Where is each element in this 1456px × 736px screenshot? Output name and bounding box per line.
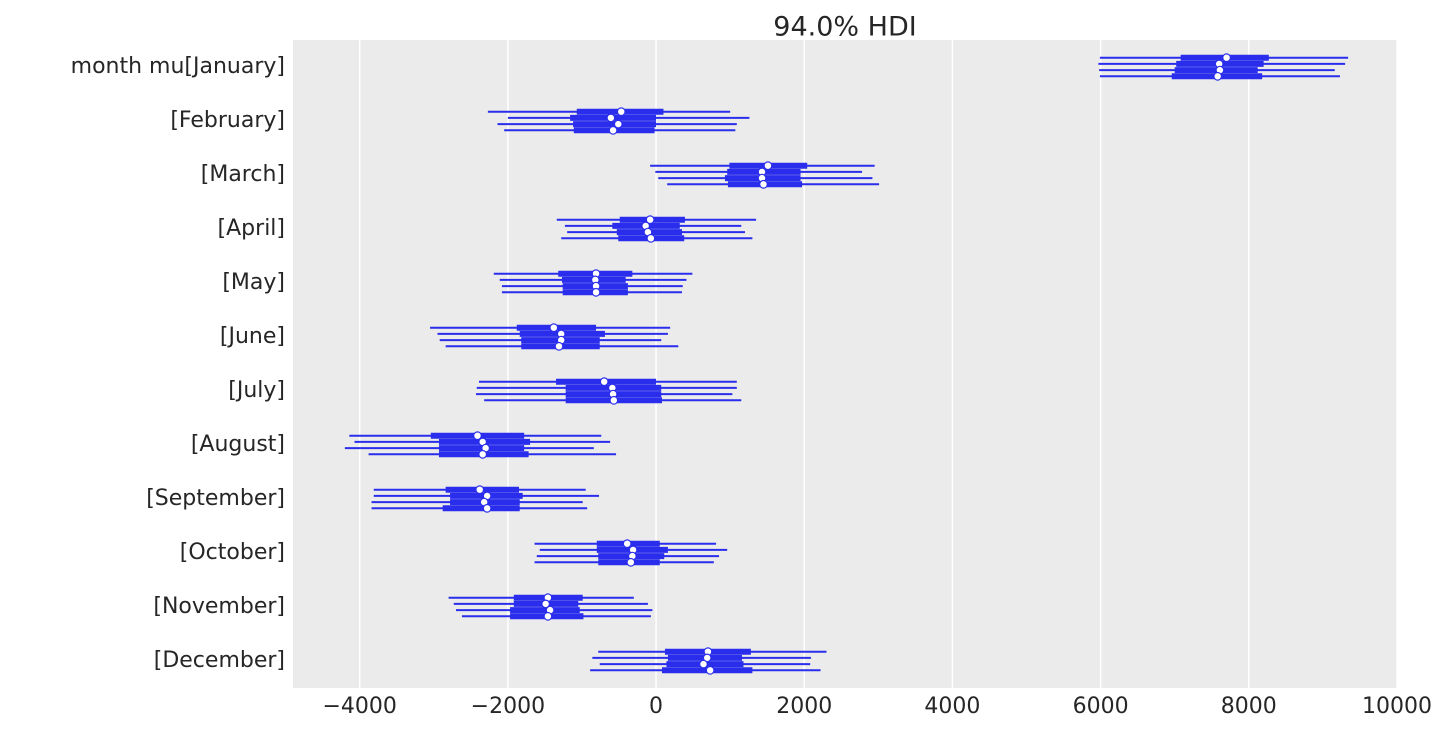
y-tick-label: month mu[January] (71, 54, 285, 79)
median-point (478, 449, 488, 459)
median-point (599, 377, 609, 387)
median-point (763, 161, 773, 171)
median-point (759, 179, 768, 189)
median-point (541, 599, 551, 609)
median-point (543, 611, 553, 621)
y-tick-label: [March] (201, 162, 285, 187)
y-tick-label: [July] (228, 378, 285, 403)
median-point (606, 113, 616, 123)
y-tick-label: [May] (222, 270, 285, 295)
median-point (554, 341, 564, 351)
median-point (1222, 53, 1231, 63)
x-tick-label: 10000 (1362, 694, 1432, 719)
median-point (616, 107, 626, 117)
median-point (646, 233, 656, 243)
y-tick-label: [April] (218, 216, 285, 241)
x-tick-label: 8000 (1221, 694, 1277, 719)
y-tick-label: [November] (153, 594, 285, 619)
median-point (613, 119, 623, 129)
median-point (473, 431, 482, 441)
chart-title: 94.0% HDI (773, 12, 916, 43)
median-point (609, 395, 619, 405)
x-tick-label: −2000 (471, 694, 545, 719)
plot-background (293, 40, 1397, 688)
y-tick-label: [June] (220, 324, 285, 349)
median-point (1213, 71, 1223, 81)
y-tick-label: [October] (180, 540, 285, 565)
y-tick-label: [February] (170, 108, 285, 133)
median-point (475, 485, 485, 495)
median-point (626, 557, 636, 567)
y-tick-label: [August] (191, 432, 285, 457)
y-tick-label: [December] (154, 648, 285, 673)
y-tick-label: [September] (146, 486, 285, 511)
x-tick-label: 4000 (924, 694, 980, 719)
x-tick-label: −4000 (322, 694, 396, 719)
median-point (591, 287, 601, 297)
median-point (702, 653, 712, 663)
median-point (608, 125, 618, 135)
median-point (645, 215, 655, 225)
x-tick-label: 0 (649, 694, 663, 719)
median-point (622, 539, 632, 549)
x-tick-label: 6000 (1073, 694, 1129, 719)
x-tick-label: 2000 (776, 694, 832, 719)
median-point (482, 503, 492, 513)
median-point (705, 665, 715, 675)
median-point (549, 323, 559, 333)
median-point (699, 659, 708, 669)
